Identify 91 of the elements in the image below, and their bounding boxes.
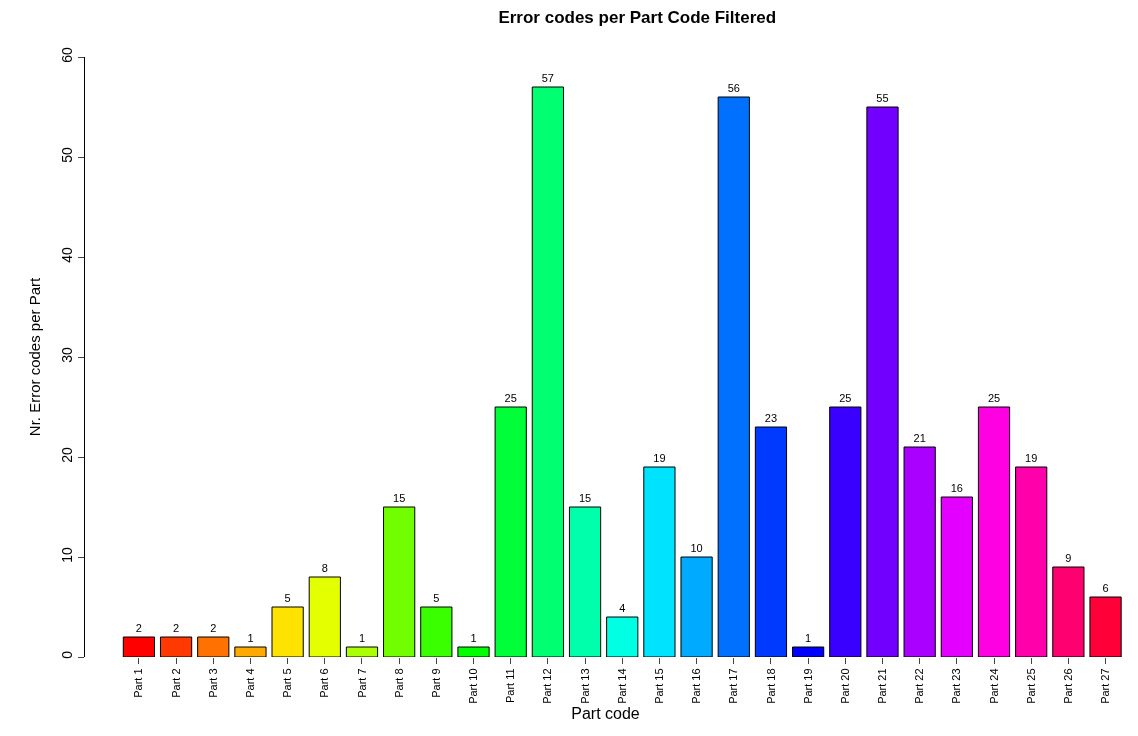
data-label: 57 <box>541 72 554 84</box>
data-label: 16 <box>950 482 963 494</box>
data-label: 21 <box>913 432 926 444</box>
data-label: 2 <box>210 622 217 634</box>
x-tick-label: Part 22 <box>913 668 926 704</box>
y-tick-label: 60 <box>59 46 76 63</box>
x-axis-title: Part code <box>571 704 640 722</box>
x-tick-label: Part 10 <box>467 668 480 704</box>
bar <box>271 606 304 657</box>
bar <box>643 466 676 657</box>
y-tick-label: 0 <box>59 650 76 659</box>
x-tick-label: Part 8 <box>392 668 405 698</box>
bar <box>345 646 379 657</box>
data-label: 1 <box>805 632 812 644</box>
data-label: 2 <box>173 622 180 634</box>
bar <box>197 636 230 657</box>
x-tick-label: Part 1 <box>132 668 145 698</box>
x-tick-label: Part 6 <box>318 668 331 698</box>
bar <box>903 446 936 657</box>
bar <box>829 406 862 657</box>
bar <box>1089 596 1122 657</box>
data-label: 9 <box>1065 552 1072 564</box>
x-tick-label: Part 2 <box>169 668 182 698</box>
data-label: 15 <box>578 492 592 504</box>
x-tick-label: Part 14 <box>615 668 628 704</box>
data-label: 55 <box>876 92 889 104</box>
bar <box>234 646 267 657</box>
bar <box>568 506 602 657</box>
bar <box>940 496 973 657</box>
bar <box>754 426 788 657</box>
bar <box>606 616 639 657</box>
data-label: 5 <box>284 592 291 604</box>
x-tick-label: Part 11 <box>504 668 517 704</box>
x-tick-label: Part 25 <box>1024 668 1037 704</box>
data-label: 1 <box>247 632 254 644</box>
x-tick-label: Part 16 <box>690 668 703 704</box>
x-tick-label: Part 26 <box>1061 668 1074 704</box>
y-tick-label: 20 <box>59 446 76 463</box>
y-tick-label: 40 <box>59 246 76 263</box>
x-tick-label: Part 21 <box>876 668 889 704</box>
x-tick-label: Part 18 <box>764 668 777 704</box>
chart-title: Error codes per Part Code Filtered <box>498 7 777 27</box>
data-label: 2 <box>135 622 142 634</box>
x-tick-label: Part 15 <box>652 668 665 704</box>
bar <box>1052 566 1085 657</box>
bar <box>420 606 453 657</box>
x-tick-label: Part 4 <box>244 668 257 698</box>
bar <box>1015 466 1048 657</box>
data-label: 6 <box>1102 582 1109 594</box>
data-label: 15 <box>393 492 406 504</box>
data-label: 23 <box>764 412 778 424</box>
y-axis-title: Nr. Error codes per Part <box>25 276 43 437</box>
bar <box>159 636 193 657</box>
bar <box>457 646 490 657</box>
data-label: 1 <box>358 632 366 644</box>
data-label: 10 <box>690 542 703 554</box>
data-label: 1 <box>470 632 477 644</box>
y-tick-label: 30 <box>59 346 76 363</box>
x-tick-label: Part 27 <box>1099 668 1112 704</box>
bar <box>308 576 341 657</box>
x-tick-label: Part 24 <box>987 668 1000 704</box>
x-tick-label: Part 3 <box>206 668 219 698</box>
data-label: 25 <box>504 392 517 404</box>
x-tick-label: Part 9 <box>429 668 442 698</box>
x-tick-label: Part 23 <box>950 668 963 704</box>
bar <box>494 406 527 657</box>
x-tick-label: Part 20 <box>838 668 851 704</box>
data-label: 19 <box>1025 452 1038 464</box>
data-label: 25 <box>839 392 852 404</box>
data-label: 56 <box>727 82 740 94</box>
x-tick-label: Part 5 <box>281 668 294 698</box>
x-tick-label: Part 12 <box>541 668 554 704</box>
bar <box>680 556 713 657</box>
y-tick-label: 10 <box>59 546 76 563</box>
y-tick-label: 50 <box>59 146 76 163</box>
bar <box>531 86 564 657</box>
data-label: 5 <box>433 592 440 604</box>
data-label: 19 <box>653 452 666 464</box>
x-tick-label: Part 7 <box>355 668 368 698</box>
data-label: 25 <box>987 392 1001 404</box>
x-tick-label: Part 13 <box>578 668 591 704</box>
bar <box>977 406 1011 657</box>
bar <box>383 506 416 657</box>
bar <box>866 106 899 657</box>
bar <box>717 96 750 657</box>
bar <box>122 636 156 657</box>
data-label: 4 <box>619 602 626 614</box>
bar <box>792 646 825 657</box>
x-tick-label: Part 17 <box>727 668 740 704</box>
x-tick-label: Part 19 <box>801 668 814 704</box>
data-label: 8 <box>321 562 328 574</box>
